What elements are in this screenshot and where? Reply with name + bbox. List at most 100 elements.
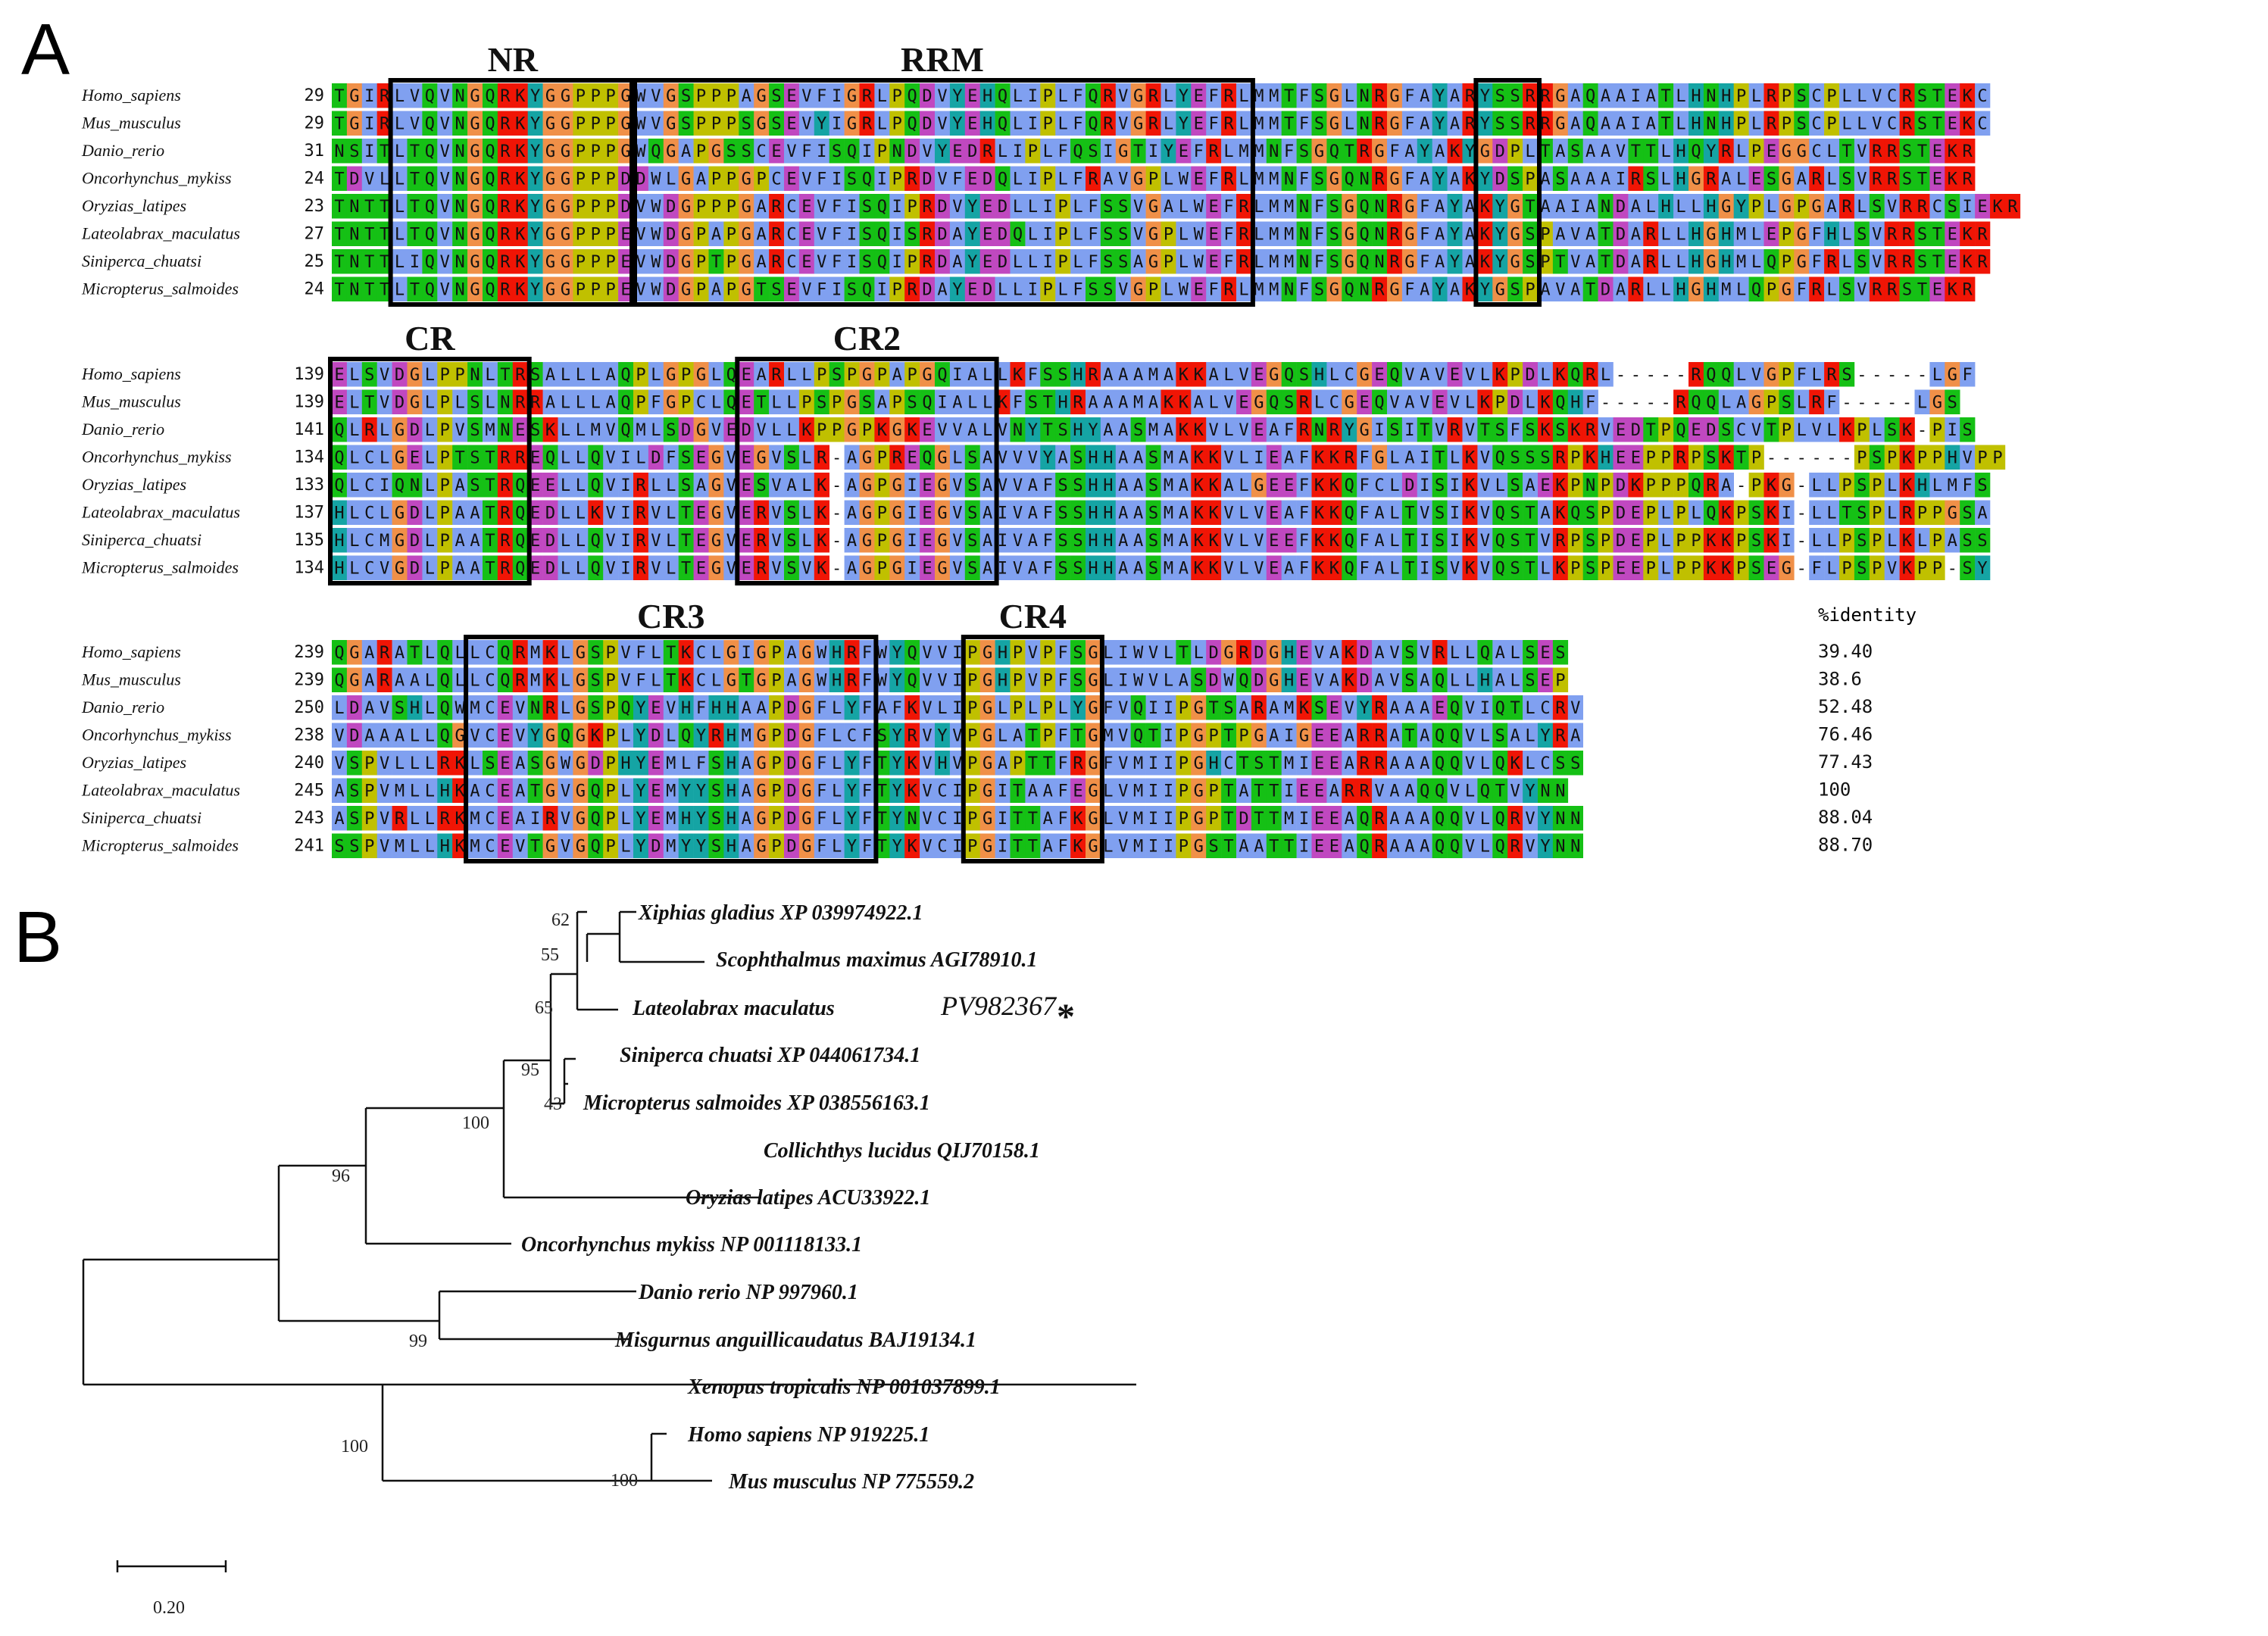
residue: H [998, 644, 1007, 663]
residue: K [1721, 532, 1732, 551]
residue-cell [1432, 111, 1448, 136]
residue: A [1631, 198, 1641, 217]
residue: L [666, 476, 676, 495]
residue: G [801, 699, 811, 718]
residue: N [1314, 421, 1324, 440]
residue: G [742, 170, 751, 189]
residue-cell [693, 83, 709, 108]
residue: L [832, 699, 842, 718]
residue: L [711, 366, 721, 385]
residue: R [1977, 226, 1988, 245]
residue: L [561, 672, 570, 691]
residue-cell [1945, 83, 1960, 108]
residue: Q [395, 476, 405, 495]
residue: P [440, 421, 450, 440]
residue: P [1043, 672, 1053, 691]
residue: S [1495, 115, 1505, 134]
residue: L [1510, 644, 1520, 663]
residue: Y [636, 782, 645, 801]
residue: K [515, 281, 526, 300]
residue: T [1239, 754, 1248, 773]
residue: E [967, 170, 977, 189]
residue: S [1963, 504, 1973, 523]
residue: T [1646, 142, 1656, 161]
residue: C [937, 838, 947, 857]
residue: A [1239, 699, 1248, 718]
residue-cell [1447, 83, 1463, 108]
residue: P [771, 727, 781, 746]
residue: L [470, 644, 480, 663]
residue: G [545, 170, 555, 189]
residue: F [1404, 281, 1414, 300]
residue: K [998, 394, 1008, 413]
residue: R [1887, 170, 1898, 189]
residue: T [364, 281, 374, 300]
residue: I [952, 782, 962, 801]
residue: E [651, 810, 661, 829]
residue: P [1676, 476, 1685, 495]
residue: I [1948, 421, 1957, 440]
residue: P [1179, 727, 1189, 746]
residue: P [1736, 115, 1746, 134]
residue: Y [530, 226, 540, 245]
residue: L [1073, 226, 1082, 245]
residue: I [1374, 421, 1384, 440]
residue: G [757, 87, 767, 106]
residue: W [1179, 170, 1189, 189]
residue: P [1992, 449, 2002, 468]
residue: E [620, 281, 630, 300]
residue: G [1360, 421, 1370, 440]
residue: V [1465, 727, 1475, 746]
residue: P [606, 170, 616, 189]
residue: P [1842, 560, 1851, 579]
residue: L [1691, 504, 1701, 523]
residue: L [1013, 170, 1023, 189]
residue: V [364, 170, 374, 189]
residue: D [922, 87, 932, 106]
residue: T [1013, 782, 1023, 801]
taxon-label: Homo sapiens NP 919225.1 [687, 1423, 929, 1447]
residue: G [410, 366, 420, 385]
residue: G [470, 226, 480, 245]
residue-cell [1492, 83, 1508, 108]
alignment-block: Homo_sapiens 29 T G I R L V Q V N G Q R K Y G G P P P G W V G S P P… [81, 40, 2021, 307]
residue: D [410, 504, 420, 523]
residue-cell [392, 111, 408, 136]
residue: A [696, 476, 706, 495]
residue-cell [1523, 83, 1539, 108]
residue: Y [1164, 142, 1173, 161]
residue: A [515, 782, 525, 801]
residue: V [440, 281, 450, 300]
residue-cell [844, 83, 860, 108]
residue: K [515, 87, 526, 106]
residue: L [425, 532, 435, 551]
residue-cell [1055, 83, 1071, 108]
residue: F [832, 226, 842, 245]
residue: N [1299, 198, 1309, 217]
residue: F [1389, 142, 1399, 161]
residue: D [786, 754, 796, 773]
residue: V [1480, 476, 1490, 495]
residue: F [892, 699, 902, 718]
residue: S [681, 115, 691, 134]
residue: Y [1465, 142, 1475, 161]
residue: G [561, 253, 570, 272]
residue: S [1148, 560, 1158, 579]
residue: Q [1329, 142, 1339, 161]
residue: E [530, 560, 540, 579]
residue: H [998, 672, 1007, 691]
residue: K [1767, 476, 1777, 495]
residue: L [1058, 699, 1068, 718]
residue: Y [530, 281, 540, 300]
residue: G [561, 142, 570, 161]
residue: L [967, 394, 977, 413]
residue: C [696, 672, 706, 691]
residue: V [1480, 532, 1490, 551]
species-name: Danio_rerio [81, 698, 164, 717]
residue: P [1148, 281, 1158, 300]
residue: I [952, 644, 962, 663]
residue: E [1269, 504, 1279, 523]
residue: A [1555, 198, 1565, 217]
domain-label: CR3 [637, 597, 704, 635]
residue: A [1435, 142, 1445, 161]
